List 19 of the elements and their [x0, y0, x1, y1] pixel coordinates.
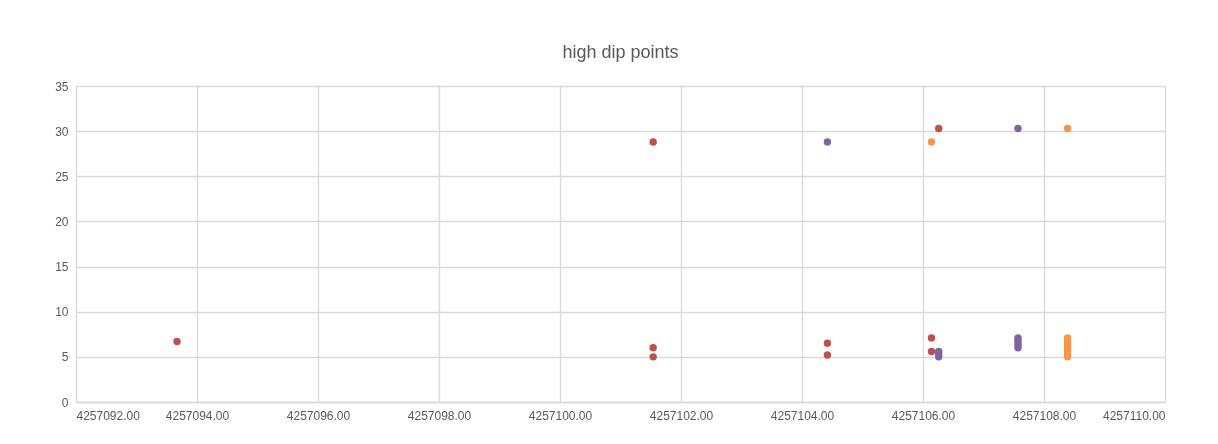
x-tick-label: 4257110.00: [1102, 408, 1166, 423]
y-tick-label: 25: [55, 169, 69, 184]
y-tick-label: 0: [61, 395, 69, 410]
x-tick-label: 4257106.00: [891, 408, 956, 423]
y-tick-label: 20: [55, 214, 69, 229]
x-tick-label: 4257108.00: [1012, 408, 1077, 423]
y-tick-label: 15: [55, 260, 69, 275]
y-tick-label: 10: [55, 305, 69, 320]
x-tick-label: 4257094.00: [165, 408, 230, 423]
y-tick-label: 5: [61, 350, 69, 365]
chart-title: high dip points: [562, 42, 679, 62]
x-tick-label: 4257104.00: [770, 408, 835, 423]
x-tick-label: 4257096.00: [286, 408, 351, 423]
y-tick-label: 30: [55, 124, 69, 139]
x-tick-label: 4257098.00: [407, 408, 472, 423]
y-tick-label: 35: [55, 79, 69, 94]
x-tick-label: 4257100.00: [528, 408, 593, 423]
x-tick-label: 4257102.00: [649, 408, 714, 423]
x-tick-label: 4257092.00: [76, 408, 141, 423]
